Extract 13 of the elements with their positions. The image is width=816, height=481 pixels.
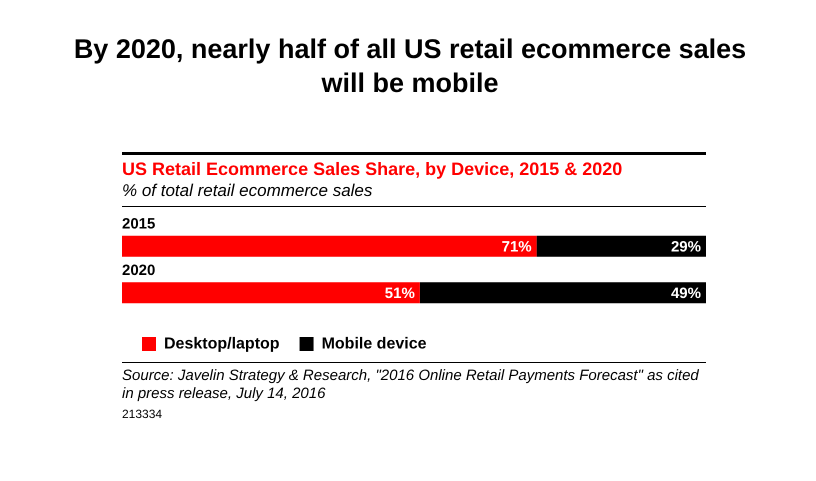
y-tick-label: 2015: [122, 215, 156, 232]
legend-label: Mobile device: [322, 335, 427, 352]
data-label: 49%: [670, 284, 701, 302]
chart-title: By 2020, nearly half of all US retail ecommerce sales will be mobile: [72, 33, 748, 100]
text: 213334: [122, 407, 164, 421]
y-tick-label: 2020: [122, 262, 156, 279]
data-label: 71%: [502, 238, 532, 256]
legend-label: Desktop/laptop: [164, 335, 280, 352]
chart-subtitle: US Retail Ecommerce Sales Share, by Device, 2015 & 2020: [122, 152, 706, 180]
data-label: 29%: [670, 238, 701, 256]
data-label: 51%: [384, 284, 415, 302]
source-note: Source: Javelin Strategy & Research, "2016 Online Retail Payments Forecast" as cited in press release, July 14, 2016: [122, 362, 706, 403]
text: % of total retail ecommerce sales: [122, 180, 706, 207]
